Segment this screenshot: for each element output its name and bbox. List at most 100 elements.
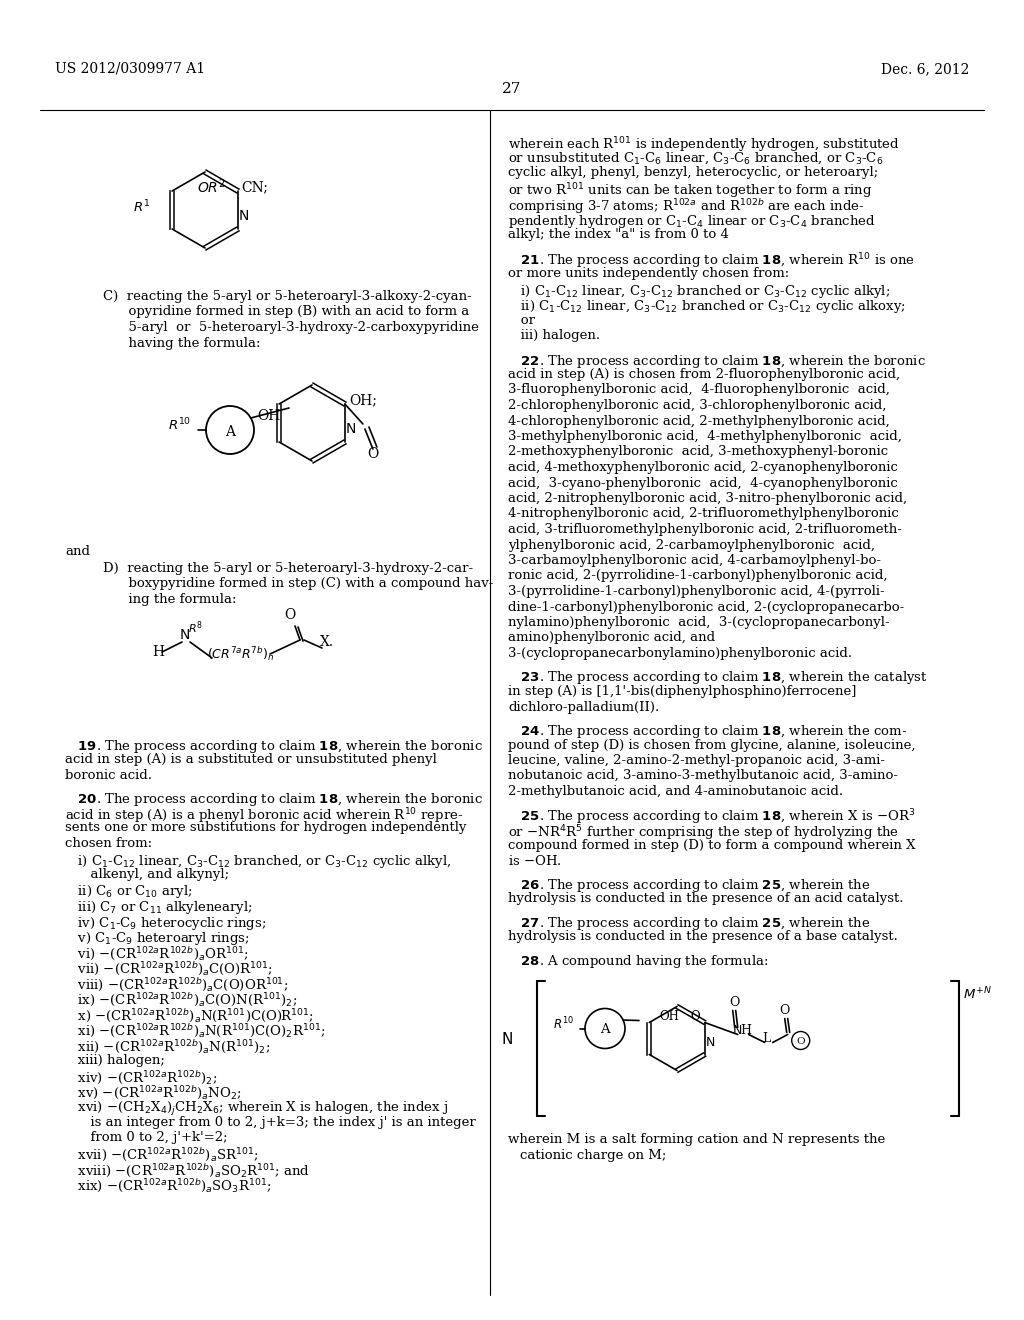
Text: cationic charge on M;: cationic charge on M; bbox=[520, 1148, 667, 1162]
Text: nobutanoic acid, 3-amino-3-methylbutanoic acid, 3-amino-: nobutanoic acid, 3-amino-3-methylbutanoi… bbox=[508, 770, 898, 783]
Text: hydrolysis is conducted in the presence of a base catalyst.: hydrolysis is conducted in the presence … bbox=[508, 931, 898, 942]
Text: boxypyridine formed in step (C) with a compound hav-: boxypyridine formed in step (C) with a c… bbox=[103, 578, 494, 590]
Text: 2-methoxyphenylboronic  acid, 3-methoxyphenyl-boronic: 2-methoxyphenylboronic acid, 3-methoxyph… bbox=[508, 446, 888, 458]
Text: nylamino)phenylboronic  acid,  3-(cyclopropanecarbonyl-: nylamino)phenylboronic acid, 3-(cyclopro… bbox=[508, 616, 890, 630]
Text: in step (A) is [1,1'-bis(diphenylphosphino)ferrocene]: in step (A) is [1,1'-bis(diphenylphosphi… bbox=[508, 685, 856, 698]
Text: or $-$NR$^4$R$^5$ further comprising the step of hydrolyzing the: or $-$NR$^4$R$^5$ further comprising the… bbox=[508, 822, 899, 842]
Text: H: H bbox=[152, 645, 164, 659]
Text: dine-1-carbonyl)phenylboronic acid, 2-(cyclopropanecarbо-: dine-1-carbonyl)phenylboronic acid, 2-(c… bbox=[508, 601, 904, 614]
Text: $\mathbf{27}$. The process according to claim $\mathbf{25}$, wherein the: $\mathbf{27}$. The process according to … bbox=[508, 915, 870, 932]
Text: acid in step (A) is a phenyl boronic acid wherein R$^{10}$ repre-: acid in step (A) is a phenyl boronic aci… bbox=[65, 807, 463, 825]
Text: acid in step (A) is chosen from 2-fluorophenylboronic acid,: acid in step (A) is chosen from 2-fluoro… bbox=[508, 368, 900, 381]
Text: boronic acid.: boronic acid. bbox=[65, 770, 152, 781]
Text: vii) $-$(CR$^{102a}$R$^{102b}$)$_a$C(O)R$^{101}$;: vii) $-$(CR$^{102a}$R$^{102b}$)$_a$C(O)R… bbox=[65, 961, 272, 978]
Text: 3-methylphenylboronic acid,  4-methylphenylboronic  acid,: 3-methylphenylboronic acid, 4-methylphen… bbox=[508, 430, 902, 444]
Text: xiv) $-$(CR$^{102a}$R$^{102b}$)$_2$;: xiv) $-$(CR$^{102a}$R$^{102b}$)$_2$; bbox=[65, 1069, 217, 1086]
Text: cyclic alkyl, phenyl, benzyl, heterocyclic, or heteroaryl;: cyclic alkyl, phenyl, benzyl, heterocycl… bbox=[508, 166, 879, 180]
Text: having the formula:: having the formula: bbox=[103, 337, 260, 350]
Text: and: and bbox=[65, 545, 90, 558]
Text: $\mathbf{28}$. A compound having the formula:: $\mathbf{28}$. A compound having the for… bbox=[508, 953, 768, 969]
Text: acid, 2-nitrophenylboronic acid, 3-nitro-phenylboronic acid,: acid, 2-nitrophenylboronic acid, 3-nitro… bbox=[508, 492, 907, 506]
Text: sents one or more substitutions for hydrogen independently: sents one or more substitutions for hydr… bbox=[65, 821, 467, 834]
Text: pendently hydrogen or C$_1$-C$_4$ linear or C$_3$-C$_4$ branched: pendently hydrogen or C$_1$-C$_4$ linear… bbox=[508, 213, 876, 230]
Text: $R^{10}$: $R^{10}$ bbox=[168, 417, 191, 433]
Text: opyridine formed in step (B) with an acid to form a: opyridine formed in step (B) with an aci… bbox=[103, 305, 469, 318]
Text: x) $-$(CR$^{102a}$R$^{102b}$)$_a$N(R$^{101}$)C(O)R$^{101}$;: x) $-$(CR$^{102a}$R$^{102b}$)$_a$N(R$^{1… bbox=[65, 1007, 314, 1024]
Text: O: O bbox=[368, 447, 379, 461]
Text: or two R$^{101}$ units can be taken together to form a ring: or two R$^{101}$ units can be taken toge… bbox=[508, 181, 872, 201]
Text: hydrolysis is conducted in the presence of an acid catalyst.: hydrolysis is conducted in the presence … bbox=[508, 892, 903, 906]
Text: pound of step (D) is chosen from glycine, alanine, isoleucine,: pound of step (D) is chosen from glycine… bbox=[508, 738, 915, 751]
Text: N: N bbox=[346, 422, 356, 436]
Text: 3-(cyclopropanecarbonylamino)phenylboronic acid.: 3-(cyclopropanecarbonylamino)phenylboron… bbox=[508, 647, 852, 660]
Text: xix) $-$(CR$^{102a}$R$^{102b}$)$_a$SO$_3$R$^{101}$;: xix) $-$(CR$^{102a}$R$^{102b}$)$_a$SO$_3… bbox=[65, 1177, 271, 1195]
Text: ii) C$_6$ or C$_{10}$ aryl;: ii) C$_6$ or C$_{10}$ aryl; bbox=[65, 883, 193, 900]
Text: Dec. 6, 2012: Dec. 6, 2012 bbox=[881, 62, 969, 77]
Text: D)  reacting the 5-aryl or 5-heteroaryl-3-hydroxy-2-car-: D) reacting the 5-aryl or 5-heteroaryl-3… bbox=[103, 562, 473, 576]
Text: OH: OH bbox=[257, 409, 281, 422]
Text: OH: OH bbox=[659, 1011, 679, 1023]
Text: 2-methylbutanoic acid, and 4-aminobutanoic acid.: 2-methylbutanoic acid, and 4-aminobutano… bbox=[508, 785, 843, 799]
Text: iii) halogen.: iii) halogen. bbox=[508, 329, 600, 342]
Text: N: N bbox=[239, 209, 249, 223]
Text: A: A bbox=[225, 425, 234, 440]
Text: O: O bbox=[797, 1038, 805, 1045]
Text: is an integer from 0 to 2, j+k=3; the index j' is an integer: is an integer from 0 to 2, j+k=3; the in… bbox=[65, 1115, 476, 1129]
Text: N: N bbox=[502, 1032, 513, 1048]
Text: X.: X. bbox=[319, 635, 334, 649]
Text: xv) $-$(CR$^{102a}$R$^{102b}$)$_a$NO$_2$;: xv) $-$(CR$^{102a}$R$^{102b}$)$_a$NO$_2$… bbox=[65, 1085, 242, 1102]
Text: iv) C$_1$-C$_9$ heterocyclic rings;: iv) C$_1$-C$_9$ heterocyclic rings; bbox=[65, 915, 266, 932]
Text: CN;: CN; bbox=[241, 180, 268, 194]
Text: 4-nitrophenylboronic acid, 2-trifluoromethylphenylboronic: 4-nitrophenylboronic acid, 2-trifluorome… bbox=[508, 507, 899, 520]
Text: $\mathbf{23}$. The process according to claim $\mathbf{18}$, wherein the catalys: $\mathbf{23}$. The process according to … bbox=[508, 669, 928, 686]
Text: N: N bbox=[180, 628, 190, 642]
Text: xviii) $-$(CR$^{102a}$R$^{102b}$)$_a$SO$_2$R$^{101}$; and: xviii) $-$(CR$^{102a}$R$^{102b}$)$_a$SO$… bbox=[65, 1163, 310, 1180]
Text: ix) $-$(CR$^{102a}$R$^{102b}$)$_a$C(O)N(R$^{101}$)$_2$;: ix) $-$(CR$^{102a}$R$^{102b}$)$_a$C(O)N(… bbox=[65, 993, 297, 1008]
Text: xvi) $-$(CH$_2$X$_4$)$_j$CH$_2$X$_6$; wherein X is halogen, the index j: xvi) $-$(CH$_2$X$_4$)$_j$CH$_2$X$_6$; wh… bbox=[65, 1101, 449, 1118]
Text: $\mathbf{21}$. The process according to claim $\mathbf{18}$, wherein R$^{10}$ is: $\mathbf{21}$. The process according to … bbox=[508, 252, 915, 271]
Text: $\mathbf{20}$. The process according to claim $\mathbf{18}$, wherein the boronic: $\mathbf{20}$. The process according to … bbox=[65, 791, 483, 808]
Text: $OR^2$: $OR^2$ bbox=[197, 177, 225, 195]
Text: i) C$_1$-C$_{12}$ linear, C$_3$-C$_{12}$ branched, or C$_3$-C$_{12}$ cyclic alky: i) C$_1$-C$_{12}$ linear, C$_3$-C$_{12}$… bbox=[65, 853, 452, 870]
Text: 3-fluorophenylboronic acid,  4-fluorophenylboronic  acid,: 3-fluorophenylboronic acid, 4-fluorophen… bbox=[508, 384, 890, 396]
Text: acid in step (A) is a substituted or unsubstituted phenyl: acid in step (A) is a substituted or uns… bbox=[65, 754, 437, 767]
Text: $R^{10}$: $R^{10}$ bbox=[553, 1015, 573, 1032]
Text: C)  reacting the 5-aryl or 5-heteroaryl-3-alkoxy-2-cyan-: C) reacting the 5-aryl or 5-heteroaryl-3… bbox=[103, 290, 472, 304]
Text: or more units independently chosen from:: or more units independently chosen from: bbox=[508, 267, 790, 280]
Text: ronic acid, 2-(pyrrolidine-1-carbonyl)phenylboronic acid,: ronic acid, 2-(pyrrolidine-1-carbonyl)ph… bbox=[508, 569, 888, 582]
Text: 27: 27 bbox=[503, 82, 521, 96]
Text: chosen from:: chosen from: bbox=[65, 837, 153, 850]
Text: or unsubstituted C$_1$-C$_6$ linear, C$_3$-C$_6$ branched, or C$_3$-C$_6$: or unsubstituted C$_1$-C$_6$ linear, C$_… bbox=[508, 150, 884, 166]
Text: vi) $-$(CR$^{102a}$R$^{102b}$)$_a$OR$^{101}$;: vi) $-$(CR$^{102a}$R$^{102b}$)$_a$OR$^{1… bbox=[65, 945, 249, 962]
Text: O: O bbox=[285, 609, 296, 622]
Text: $\mathbf{22}$. The process according to claim $\mathbf{18}$, wherein the boronic: $\mathbf{22}$. The process according to … bbox=[508, 352, 926, 370]
Text: or: or bbox=[508, 314, 535, 326]
Text: O: O bbox=[690, 1011, 699, 1023]
Text: leucine, valine, 2-amino-2-methyl-propanoic acid, 3-ami-: leucine, valine, 2-amino-2-methyl-propan… bbox=[508, 754, 885, 767]
Text: xiii) halogen;: xiii) halogen; bbox=[65, 1053, 165, 1067]
Text: 2-chlorophenylboronic acid, 3-chlorophenylboronic acid,: 2-chlorophenylboronic acid, 3-chlorophen… bbox=[508, 399, 887, 412]
Text: acid, 3-trifluoromethylphenylboronic acid, 2-trifluorometh-: acid, 3-trifluoromethylphenylboronic aci… bbox=[508, 523, 902, 536]
Text: acid,  3-cyano-phenylboronic  acid,  4-cyanophenylboronic: acid, 3-cyano-phenylboronic acid, 4-cyan… bbox=[508, 477, 898, 490]
Text: $\mathbf{24}$. The process according to claim $\mathbf{18}$, wherein the com-: $\mathbf{24}$. The process according to … bbox=[508, 723, 907, 741]
Text: $R^1$: $R^1$ bbox=[133, 198, 151, 215]
Text: comprising 3-7 atoms; R$^{102a}$ and R$^{102b}$ are each inde-: comprising 3-7 atoms; R$^{102a}$ and R$^… bbox=[508, 197, 865, 216]
Text: viii) $-$(CR$^{102a}$R$^{102b}$)$_a$C(O)OR$^{101}$;: viii) $-$(CR$^{102a}$R$^{102b}$)$_a$C(O)… bbox=[65, 977, 289, 994]
Text: amino)phenylboronic acid, and: amino)phenylboronic acid, and bbox=[508, 631, 715, 644]
Text: ing the formula:: ing the formula: bbox=[103, 593, 237, 606]
Text: A: A bbox=[600, 1023, 610, 1036]
Text: iii) C$_7$ or C$_{11}$ alkylenearyl;: iii) C$_7$ or C$_{11}$ alkylenearyl; bbox=[65, 899, 253, 916]
Text: N: N bbox=[733, 1024, 742, 1038]
Text: $\mathbf{19}$. The process according to claim $\mathbf{18}$, wherein the boronic: $\mathbf{19}$. The process according to … bbox=[65, 738, 483, 755]
Text: OH;: OH; bbox=[349, 393, 377, 407]
Text: ii) C$_1$-C$_{12}$ linear, C$_3$-C$_{12}$ branched or C$_3$-C$_{12}$ cyclic alko: ii) C$_1$-C$_{12}$ linear, C$_3$-C$_{12}… bbox=[508, 298, 906, 315]
Text: xvii) $-$(CR$^{102a}$R$^{102b}$)$_a$SR$^{101}$;: xvii) $-$(CR$^{102a}$R$^{102b}$)$_a$SR$^… bbox=[65, 1147, 258, 1164]
Text: from 0 to 2, j'+k'=2;: from 0 to 2, j'+k'=2; bbox=[65, 1131, 227, 1144]
Text: H: H bbox=[740, 1024, 752, 1038]
Text: $\mathbf{26}$. The process according to claim $\mathbf{25}$, wherein the: $\mathbf{26}$. The process according to … bbox=[508, 876, 870, 894]
Text: xi) $-$(CR$^{102a}$R$^{102b}$)$_a$N(R$^{101}$)C(O)$_2$R$^{101}$;: xi) $-$(CR$^{102a}$R$^{102b}$)$_a$N(R$^{… bbox=[65, 1023, 326, 1040]
Text: dichloro-palladium(II).: dichloro-palladium(II). bbox=[508, 701, 659, 714]
Text: $R^8$: $R^8$ bbox=[188, 619, 203, 636]
Text: ylphenylboronic acid, 2-carbamoylphenylboronic  acid,: ylphenylboronic acid, 2-carbamoylphenylb… bbox=[508, 539, 874, 552]
Text: 4-chlorophenylboronic acid, 2-methylphenylboronic acid,: 4-chlorophenylboronic acid, 2-methylphen… bbox=[508, 414, 890, 428]
